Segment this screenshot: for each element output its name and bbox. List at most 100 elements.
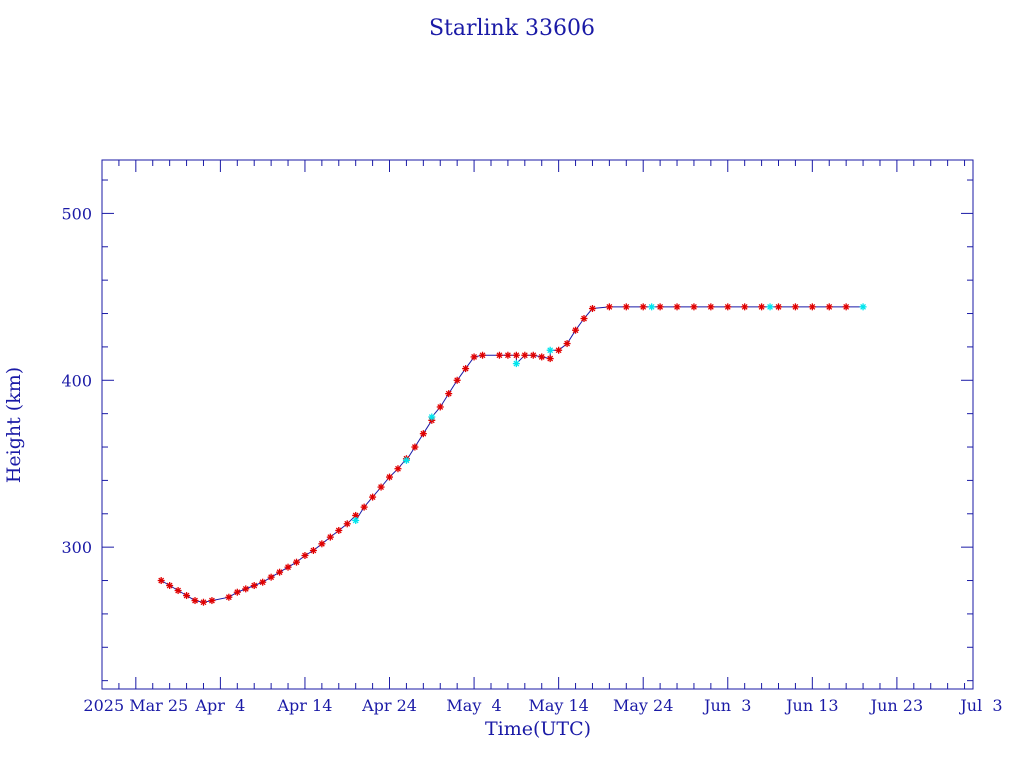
red-data-point [191, 597, 199, 605]
star-stroke [860, 303, 866, 310]
red-data-point [453, 376, 461, 384]
red-data-point [529, 351, 537, 359]
red-data-point [656, 303, 664, 311]
x-tick-label: May 14 [528, 696, 588, 715]
star-stroke [352, 517, 359, 524]
x-tick-label: Apr 24 [361, 696, 417, 715]
star-stroke [538, 354, 545, 360]
y-tick-label: 300 [61, 538, 92, 557]
red-data-point [741, 303, 749, 311]
star-stroke [411, 444, 418, 450]
star-stroke [192, 597, 198, 604]
star-stroke [674, 303, 680, 310]
star-stroke [471, 354, 477, 360]
star-stroke [513, 360, 520, 367]
x-tick-label: Jun 13 [784, 696, 838, 715]
cyan-data-point [648, 303, 656, 311]
star-stroke [234, 589, 241, 596]
star-stroke [758, 303, 765, 310]
star-stroke [335, 527, 342, 534]
red-data-point [462, 365, 470, 373]
star-stroke [386, 474, 393, 480]
star-stroke [648, 303, 655, 310]
red-data-point [588, 305, 596, 313]
red-data-point [411, 443, 419, 451]
star-stroke [302, 552, 308, 559]
red-data-point [157, 577, 165, 585]
red-data-point [183, 592, 191, 600]
red-data-point [166, 582, 174, 590]
star-stroke [352, 512, 359, 519]
red-data-point [360, 503, 368, 511]
red-data-point [791, 303, 799, 311]
star-stroke [361, 504, 368, 511]
red-data-point [512, 351, 520, 359]
star-stroke [606, 303, 613, 310]
red-data-point [301, 551, 309, 559]
x-tick-label: Jun 23 [869, 696, 923, 715]
star-stroke [589, 305, 596, 312]
red-data-point [673, 303, 681, 311]
star-stroke [640, 303, 647, 310]
red-data-point [555, 346, 563, 354]
star-stroke [504, 352, 511, 359]
star-stroke [344, 520, 351, 527]
star-stroke [513, 352, 520, 359]
star-stroke [166, 582, 173, 589]
red-data-point [724, 303, 732, 311]
red-data-point [377, 483, 385, 491]
star-stroke [276, 569, 283, 576]
star-stroke [378, 484, 384, 490]
red-data-point [259, 578, 267, 586]
star-stroke [496, 352, 503, 359]
star-stroke [327, 534, 334, 541]
red-data-point [284, 563, 292, 571]
red-data-point [174, 587, 182, 595]
cyan-data-point [766, 303, 774, 311]
star-stroke [293, 559, 300, 566]
cyan-data-point [352, 516, 360, 524]
star-stroke [843, 303, 850, 310]
x-tick-label: Jun 3 [702, 696, 751, 715]
red-data-point [521, 351, 529, 359]
star-stroke [183, 592, 190, 599]
star-stroke [454, 377, 461, 384]
red-data-point [605, 303, 613, 311]
red-data-point [242, 585, 250, 593]
star-stroke [547, 347, 554, 354]
star-stroke [775, 303, 782, 310]
red-data-point [495, 351, 503, 359]
star-stroke [403, 457, 410, 464]
red-data-point [572, 326, 580, 334]
axis-ticks [102, 160, 973, 689]
star-stroke [209, 597, 215, 604]
star-stroke [809, 303, 816, 310]
red-data-point [504, 351, 512, 359]
red-data-point [250, 582, 258, 590]
red-data-point [208, 597, 216, 605]
red-data-point [436, 403, 444, 411]
star-stroke [268, 574, 275, 581]
star-stroke [420, 430, 427, 437]
red-data-point [225, 593, 233, 601]
red-data-point [233, 588, 241, 596]
star-stroke [530, 352, 537, 359]
red-data-point [470, 353, 478, 361]
red-data-point [825, 303, 833, 311]
star-stroke [657, 303, 664, 310]
star-stroke [792, 303, 799, 310]
red-data-point [758, 303, 766, 311]
red-data-point [775, 303, 783, 311]
x-tick-label: Apr 4 [194, 696, 245, 715]
plot-frame [101, 159, 974, 690]
star-stroke [285, 564, 291, 571]
x-tick-label: Jul 3 [958, 696, 1002, 715]
star-stroke [767, 303, 773, 310]
star-stroke [741, 303, 748, 310]
red-data-point [276, 568, 284, 576]
cyan-data-point [512, 360, 520, 368]
star-stroke [158, 577, 165, 584]
cyan-data-point [428, 413, 436, 421]
star-stroke [479, 352, 486, 359]
